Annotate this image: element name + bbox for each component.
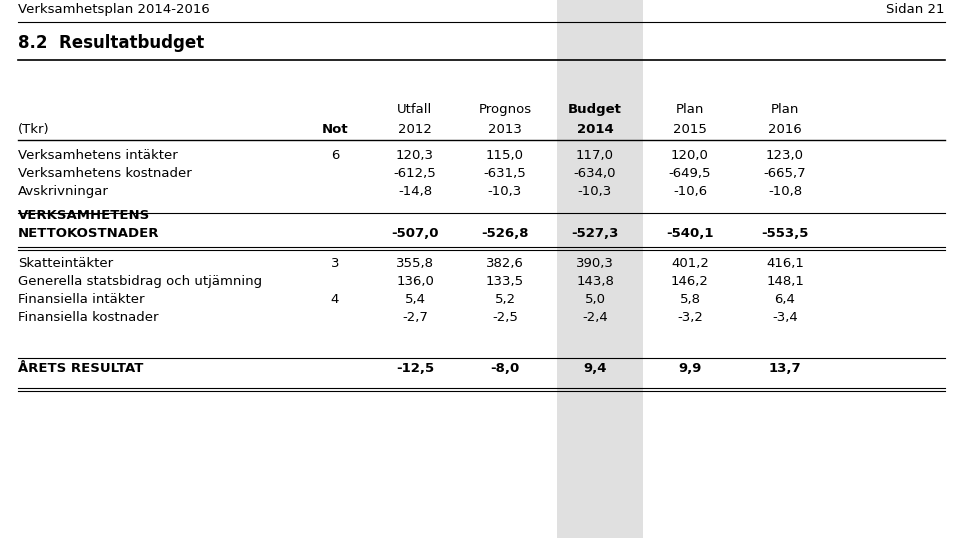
Text: 117,0: 117,0	[576, 149, 614, 162]
Text: (Tkr): (Tkr)	[18, 123, 50, 136]
Text: 9,4: 9,4	[584, 362, 607, 375]
Text: 2015: 2015	[673, 123, 707, 136]
Text: Plan: Plan	[771, 103, 799, 116]
Text: -649,5: -649,5	[669, 167, 711, 180]
Text: Verksamhetens intäkter: Verksamhetens intäkter	[18, 149, 178, 162]
Text: 416,1: 416,1	[766, 257, 804, 270]
Text: -10,8: -10,8	[768, 185, 802, 198]
Text: Utfall: Utfall	[397, 103, 433, 116]
Text: -540,1: -540,1	[666, 227, 713, 240]
Text: -665,7: -665,7	[764, 167, 806, 180]
Text: VERKSAMHETENS: VERKSAMHETENS	[18, 209, 151, 222]
Text: -14,8: -14,8	[398, 185, 432, 198]
Text: -612,5: -612,5	[394, 167, 437, 180]
Text: 2016: 2016	[768, 123, 802, 136]
Text: 390,3: 390,3	[576, 257, 614, 270]
Text: -527,3: -527,3	[571, 227, 618, 240]
Text: -631,5: -631,5	[484, 167, 526, 180]
Text: 6,4: 6,4	[775, 293, 796, 306]
Text: NETTOKOSTNADER: NETTOKOSTNADER	[18, 227, 159, 240]
Text: 115,0: 115,0	[486, 149, 524, 162]
Text: 9,9: 9,9	[679, 362, 702, 375]
Text: Plan: Plan	[676, 103, 705, 116]
Text: Finansiella kostnader: Finansiella kostnader	[18, 311, 158, 324]
Text: -526,8: -526,8	[481, 227, 529, 240]
Text: -3,2: -3,2	[677, 311, 703, 324]
Text: -10,3: -10,3	[488, 185, 522, 198]
Text: -2,7: -2,7	[402, 311, 428, 324]
Text: 136,0: 136,0	[396, 275, 434, 288]
Text: 143,8: 143,8	[576, 275, 614, 288]
Text: 5,0: 5,0	[585, 293, 606, 306]
Text: 120,0: 120,0	[671, 149, 708, 162]
Text: 2014: 2014	[577, 123, 613, 136]
Text: -507,0: -507,0	[392, 227, 439, 240]
Text: 123,0: 123,0	[766, 149, 804, 162]
Text: Generella statsbidrag och utjämning: Generella statsbidrag och utjämning	[18, 275, 262, 288]
Text: 355,8: 355,8	[396, 257, 434, 270]
Text: 8.2  Resultatbudget: 8.2 Resultatbudget	[18, 34, 204, 52]
Text: -2,4: -2,4	[582, 311, 608, 324]
Text: Prognos: Prognos	[478, 103, 532, 116]
Text: Not: Not	[322, 123, 348, 136]
Text: -634,0: -634,0	[574, 167, 616, 180]
Text: -2,5: -2,5	[492, 311, 518, 324]
Text: 382,6: 382,6	[486, 257, 524, 270]
Text: 4: 4	[331, 293, 339, 306]
Text: Verksamhetens kostnader: Verksamhetens kostnader	[18, 167, 192, 180]
Text: Finansiella intäkter: Finansiella intäkter	[18, 293, 145, 306]
Text: -10,3: -10,3	[578, 185, 612, 198]
Text: -8,0: -8,0	[491, 362, 519, 375]
Text: Sidan 21: Sidan 21	[886, 3, 945, 16]
Text: -12,5: -12,5	[396, 362, 434, 375]
Text: Avskrivningar: Avskrivningar	[18, 185, 108, 198]
Text: 5,8: 5,8	[680, 293, 701, 306]
Text: ÅRETS RESULTAT: ÅRETS RESULTAT	[18, 362, 143, 375]
Text: 146,2: 146,2	[671, 275, 708, 288]
Text: 5,4: 5,4	[404, 293, 425, 306]
Text: -10,6: -10,6	[673, 185, 708, 198]
Text: 2012: 2012	[398, 123, 432, 136]
Text: 5,2: 5,2	[494, 293, 516, 306]
Text: Skatteintäkter: Skatteintäkter	[18, 257, 113, 270]
Text: 2013: 2013	[488, 123, 522, 136]
Text: Verksamhetsplan 2014-2016: Verksamhetsplan 2014-2016	[18, 3, 209, 16]
Text: 3: 3	[331, 257, 339, 270]
Text: 148,1: 148,1	[766, 275, 804, 288]
Text: 133,5: 133,5	[486, 275, 524, 288]
Text: 120,3: 120,3	[396, 149, 434, 162]
Text: 6: 6	[331, 149, 339, 162]
Text: -3,4: -3,4	[772, 311, 798, 324]
Text: Budget: Budget	[568, 103, 622, 116]
Text: -553,5: -553,5	[761, 227, 808, 240]
Text: 401,2: 401,2	[671, 257, 708, 270]
Text: 13,7: 13,7	[769, 362, 802, 375]
Bar	[557, 0, 643, 538]
